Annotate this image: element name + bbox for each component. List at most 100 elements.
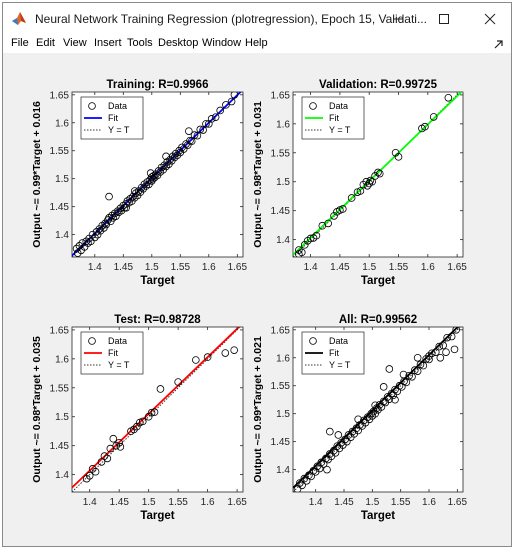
plot-4-point: [323, 465, 331, 474]
plot-1-point: [157, 163, 166, 172]
regression-plots: 1.4 1.45 1.5 1.55 1.6 1.65 1.4 1.45 1.5 1.55 1.6 1.…: [31, 79, 468, 522]
plot-1-xtick-label: 1.55: [171, 262, 191, 273]
plot-2-xtick-label: 1.65: [447, 262, 467, 273]
plot-1-point: [170, 153, 179, 162]
plot-1-point: [202, 120, 210, 128]
plot-4-point: [443, 333, 451, 342]
plot-3-xtick-label: 1.65: [227, 497, 247, 508]
plot-2-point: [366, 176, 375, 185]
plot-4-point: [368, 412, 377, 420]
plot-2-point: [375, 169, 384, 178]
plot-4-ytick-label: 1.45: [271, 437, 291, 448]
plot-4-point: [371, 401, 379, 410]
plot-1-legend-data: Data: [108, 101, 127, 111]
plot-4-identity-line: [293, 327, 461, 492]
plot-2-point: [324, 219, 332, 228]
plot-4-point: [391, 385, 399, 394]
menu-insert[interactable]: Insert: [94, 37, 122, 49]
plot-4-point: [391, 395, 399, 404]
plot-4-point: [389, 391, 398, 400]
plot-2-point: [347, 194, 356, 202]
plot-4-legend-identity: Y = T: [329, 360, 351, 370]
plot-1-ytick-label: 1.6: [55, 118, 69, 129]
plot-4-point: [413, 353, 422, 362]
plot-1-point: [173, 151, 182, 160]
menu-view[interactable]: View: [63, 37, 87, 49]
plot-3-legend-data-marker: [88, 337, 96, 345]
plot-2-point: [295, 250, 303, 257]
plot-4-point: [431, 348, 440, 356]
plot-2-xlabel: Target: [361, 275, 395, 287]
plot-1-ytick-label: 1.55: [50, 146, 70, 157]
plot-3-fit-line: [72, 327, 241, 489]
title-bar[interactable]: Neural Network Training Regression (plot…: [3, 3, 511, 35]
plot-1-point: [120, 203, 129, 212]
plot-4-point: [435, 342, 444, 351]
plot-1-ytick-label: 1.65: [50, 90, 70, 101]
plot-4-point: [442, 348, 450, 356]
minimize-button[interactable]: [375, 3, 421, 35]
menu-file[interactable]: File: [11, 37, 29, 49]
plot-4-point: [302, 477, 311, 485]
plot-1-point: [162, 152, 170, 161]
plot-2-legend-identity: Y = T: [329, 125, 351, 135]
plot-1-point: [126, 195, 134, 203]
close-icon: [484, 13, 496, 25]
plot-1-point: [211, 113, 220, 121]
plot-3-point: [221, 349, 230, 357]
plot-4-point: [428, 349, 436, 358]
plot-4-ytick-label: 1.5: [276, 409, 290, 420]
close-button[interactable]: [467, 3, 511, 35]
plot-2-point: [359, 180, 368, 189]
plot-2-point: [300, 241, 309, 249]
menu-window[interactable]: Window: [202, 37, 242, 49]
plot-3-point: [115, 438, 123, 447]
plot-2-xtick-label: 1.4: [304, 262, 318, 273]
plot-3-point: [106, 444, 115, 453]
plot-3-legend-fit: Fit: [108, 348, 118, 358]
maximize-button[interactable]: [421, 3, 467, 35]
plot-1-point: [113, 207, 122, 215]
menu-edit[interactable]: Edit: [36, 37, 55, 49]
plot-3-point: [156, 385, 165, 393]
plot-1-point: [105, 192, 113, 201]
plot-1-point: [112, 212, 120, 220]
plot-4-xtick-label: 1.6: [422, 497, 436, 508]
plot-3-point: [103, 454, 112, 463]
plot-4-xtick-label: 1.4: [309, 497, 323, 508]
plot-1-point: [149, 172, 158, 180]
figure-canvas: 1.4 1.45 1.5 1.55 1.6 1.65 1.4 1.45 1.5 1.55 1.6 1.…: [3, 55, 511, 546]
plot-3-point: [130, 425, 138, 434]
plot-1-legend-data-marker: [88, 102, 96, 110]
plot-4-legend-fit: Fit: [329, 348, 339, 358]
matlab-icon: [11, 11, 27, 27]
plot-4-ylabel: Output ~= 0.99*Target + 0.021: [252, 336, 264, 483]
plot-3-ytick-label: 1.55: [50, 383, 70, 394]
menu-help[interactable]: Help: [245, 37, 268, 49]
plot-3-point: [147, 408, 156, 417]
plot-4-point: [422, 355, 430, 363]
plot-3-legend: Data Fit Y = T: [80, 331, 144, 375]
plot-3-xtick-label: 1.6: [201, 497, 215, 508]
plot-1-ytick-label: 1.45: [50, 202, 70, 213]
plot-2-point: [306, 234, 315, 243]
plot-1-point: [122, 203, 130, 212]
plot-3-ytick-label: 1.6: [55, 354, 69, 365]
plot-3-point: [82, 474, 91, 483]
plot-1-title: Training: R=0.9966: [107, 79, 209, 91]
menu-tools[interactable]: Tools: [127, 37, 153, 49]
plot-1-point: [140, 180, 149, 189]
plot-4-xlabel: Target: [361, 510, 395, 522]
plot-1-legend-identity: Y = T: [108, 125, 130, 135]
plot-1-point: [78, 239, 87, 247]
dock-arrow-icon[interactable]: [493, 38, 505, 50]
plot-4-point: [371, 409, 379, 418]
plot-2-point: [394, 153, 403, 161]
plot-4-point: [385, 365, 394, 373]
plot-4-point: [317, 458, 326, 467]
plot-2-legend: Data Fit Y = T: [301, 96, 365, 140]
plot-3-point: [112, 441, 121, 450]
plot-4-point: [419, 361, 428, 370]
plot-2-ytick-label: 1.45: [271, 206, 291, 217]
menu-desktop[interactable]: Desktop: [158, 37, 199, 49]
